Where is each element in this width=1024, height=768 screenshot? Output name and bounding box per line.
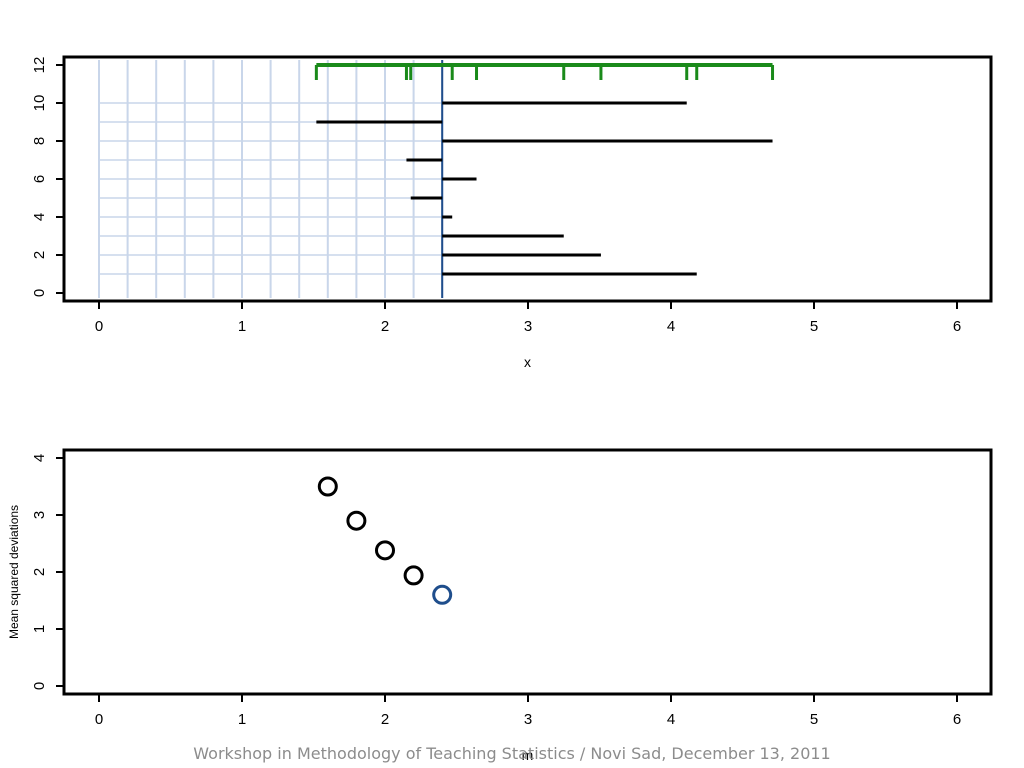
top-y-tick-label: 4 — [31, 213, 48, 221]
bottom-x-tick-label: 2 — [381, 711, 389, 728]
bottom-y-tick-label: 3 — [31, 511, 48, 519]
top-y-tick-label: 10 — [31, 95, 48, 112]
bottom-y-tick-label: 0 — [31, 682, 48, 690]
top-x-tick-label: 6 — [953, 318, 961, 335]
top-x-tick-label: 3 — [524, 318, 532, 335]
footer-text: Workshop in Methodology of Teaching Stat… — [193, 744, 831, 763]
current-m-point — [432, 584, 453, 605]
top-x-tick-label: 1 — [238, 318, 246, 335]
top-y-tick-label: 8 — [31, 137, 48, 145]
bottom-x-axis-label: m — [522, 747, 534, 763]
top-y-tick-label: 0 — [31, 289, 48, 297]
bottom-y-axis-label: Mean squared deviations — [7, 505, 21, 639]
bottom-x-tick-label: 3 — [524, 711, 532, 728]
msd-point — [403, 565, 424, 586]
top-x-tick-label: 2 — [381, 318, 389, 335]
top-x-axis-label: x — [524, 354, 531, 370]
bottom-y-tick-label: 4 — [31, 454, 48, 462]
bottom-x-tick-label: 0 — [95, 711, 103, 728]
top-y-tick-label: 12 — [31, 57, 48, 74]
bottom-x-tick-label: 6 — [953, 711, 961, 728]
bottom-y-tick-label: 1 — [31, 625, 48, 633]
bottom-y-tick-label: 2 — [31, 568, 48, 576]
bottom-x-tick-label: 1 — [238, 711, 246, 728]
bottom-x-tick-label: 4 — [667, 711, 675, 728]
top-x-tick-label: 4 — [667, 318, 675, 335]
msd-point — [346, 510, 367, 531]
top-y-tick-label: 6 — [31, 175, 48, 183]
msd-point — [317, 476, 338, 497]
bottom-x-tick-label: 5 — [810, 711, 818, 728]
msd-point — [375, 540, 395, 561]
top-x-tick-label: 0 — [95, 318, 103, 335]
bottom-plot-frame — [62, 448, 993, 696]
bottom-chart: 0 1 2 3 4 5 6 0 1 2 3 4 m Mean squared deviations — [7, 448, 993, 763]
top-x-tick-label: 5 — [810, 318, 818, 335]
top-y-tick-label: 2 — [31, 251, 48, 259]
